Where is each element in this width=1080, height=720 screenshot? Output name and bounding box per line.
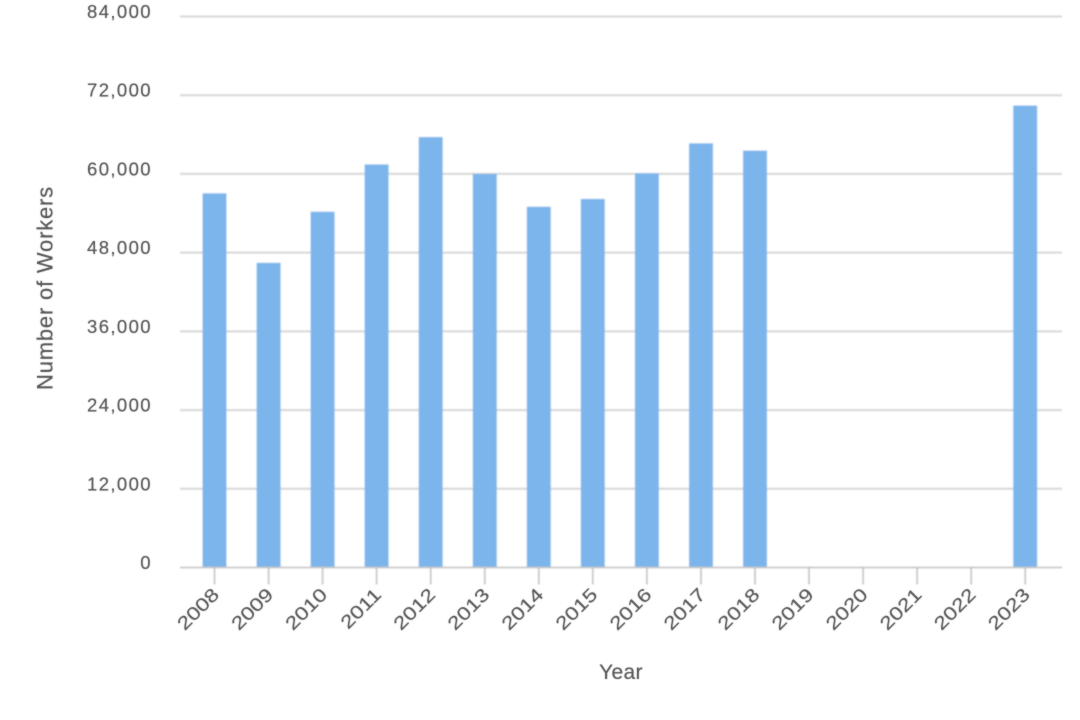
svg-text:48,000: 48,000 — [87, 237, 152, 258]
svg-text:Year: Year — [599, 661, 643, 684]
svg-text:84,000: 84,000 — [87, 1, 152, 22]
svg-text:12,000: 12,000 — [87, 473, 152, 494]
svg-text:84,000: 84,000 — [87, 1, 152, 22]
svg-text:72,000: 72,000 — [87, 80, 152, 101]
svg-text:36,000: 36,000 — [87, 316, 152, 337]
svg-text:48,000: 48,000 — [87, 237, 152, 258]
svg-text:Number of Workers: Number of Workers — [33, 186, 58, 390]
svg-text:60,000: 60,000 — [87, 158, 152, 179]
svg-text:0: 0 — [140, 552, 152, 573]
svg-text:Number of Workers: Number of Workers — [33, 186, 58, 390]
svg-text:24,000: 24,000 — [87, 395, 152, 416]
svg-text:36,000: 36,000 — [87, 316, 152, 337]
svg-text:72,000: 72,000 — [87, 80, 152, 101]
svg-text:60,000: 60,000 — [87, 158, 152, 179]
svg-text:0: 0 — [140, 552, 152, 573]
svg-text:12,000: 12,000 — [87, 473, 152, 494]
svg-text:24,000: 24,000 — [87, 395, 152, 416]
svg-text:Year: Year — [599, 661, 643, 684]
